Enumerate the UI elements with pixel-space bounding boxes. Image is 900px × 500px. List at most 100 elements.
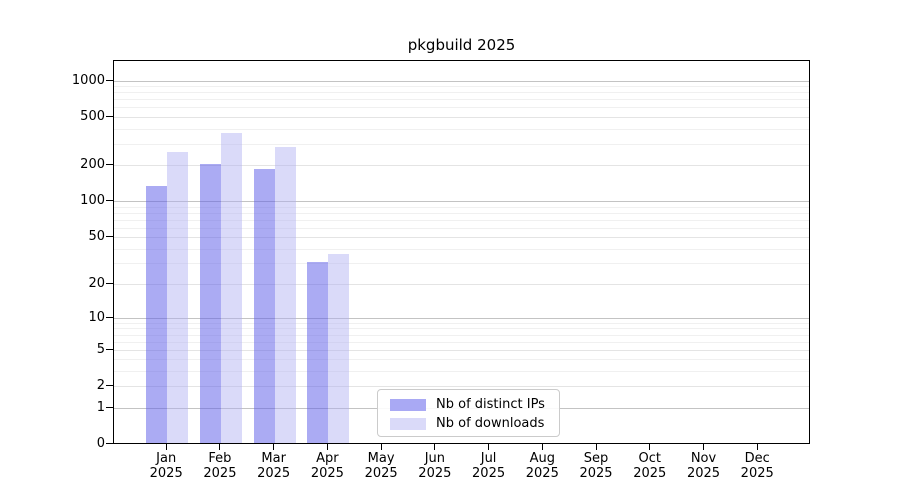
month-label: Jul	[480, 451, 497, 466]
year-label: 2025	[203, 466, 237, 481]
x-tick-mark	[165, 444, 167, 450]
gridline-minor	[114, 107, 809, 109]
gridline-major	[114, 237, 809, 239]
x-tick-mark	[703, 444, 704, 450]
year-label: 2025	[364, 466, 398, 481]
gridline-minor	[114, 341, 809, 343]
year-label: 2025	[525, 466, 559, 481]
year-label: 2025	[310, 466, 344, 481]
gridline-minor	[114, 227, 809, 229]
legend-label: Nb of distinct IPs	[436, 397, 545, 412]
bar-distinct-ips	[146, 186, 168, 443]
x-tick-mark	[219, 444, 221, 450]
year-label: 2025	[633, 466, 667, 481]
gridline-decade	[114, 201, 809, 203]
y-tick-mark	[106, 443, 113, 444]
x-tick-label-jul: Jul 2025	[457, 451, 521, 481]
gridline-minor	[114, 219, 809, 221]
x-tick-label-jun: Jun 2025	[403, 451, 467, 481]
y-tick-label: 10	[88, 309, 105, 325]
bar-distinct-ips	[199, 163, 221, 443]
gridline-minor	[114, 99, 809, 101]
x-tick-mark	[541, 444, 543, 450]
y-tick-label: 50	[88, 229, 105, 245]
bar-downloads	[220, 132, 242, 443]
gridline-minor	[114, 248, 809, 250]
year-label: 2025	[149, 466, 183, 481]
x-tick-label-jan: Jan 2025	[134, 451, 198, 481]
month-label: Sep	[583, 451, 609, 466]
y-tick-label: 5	[96, 341, 105, 357]
gridline-major	[114, 349, 809, 351]
gridline-major	[114, 165, 809, 167]
y-tick-label: 2	[96, 378, 105, 394]
year-label: 2025	[472, 466, 506, 481]
month-label: Aug	[529, 451, 555, 466]
gridline-major	[114, 283, 809, 285]
x-tick-mark	[273, 444, 275, 450]
gridline-minor	[114, 328, 809, 330]
y-tick-label: 100	[80, 193, 105, 209]
y-tick-mark	[106, 348, 113, 350]
bar-distinct-ips	[307, 261, 329, 443]
x-tick-label-mar: Mar 2025	[242, 451, 306, 481]
y-tick-mark	[106, 79, 113, 81]
y-tick-mark	[106, 236, 113, 238]
gridline-decade	[114, 317, 809, 319]
gridline-minor	[114, 92, 809, 94]
y-tick-mark	[106, 164, 113, 166]
chart-title: pkgbuild 2025	[407, 36, 516, 54]
y-tick-label: 1	[96, 399, 105, 415]
month-label: Apr	[316, 451, 339, 466]
x-tick-mark	[380, 444, 382, 450]
x-tick-label-sep: Sep 2025	[564, 451, 628, 481]
gridline-minor	[114, 86, 809, 88]
gridline-decade	[114, 80, 809, 82]
legend-item: Nb of distinct IPs	[390, 395, 559, 414]
x-tick-label-nov: Nov 2025	[672, 451, 736, 481]
y-tick-label: 1000	[71, 72, 105, 88]
gridline-minor	[114, 334, 809, 336]
legend-swatch	[390, 398, 426, 411]
y-tick-label: 0	[96, 436, 105, 451]
x-tick-label-feb: Feb 2025	[188, 451, 252, 481]
legend-swatch	[390, 417, 426, 430]
x-tick-label-may: May 2025	[349, 451, 413, 481]
legend-label: Nb of downloads	[436, 416, 545, 431]
x-tick-mark	[488, 444, 490, 450]
y-tick-label: 200	[80, 157, 105, 173]
year-label: 2025	[740, 466, 774, 481]
y-tick-label: 500	[80, 109, 105, 124]
legend: Nb of distinct IPs Nb of downloads	[377, 389, 560, 437]
x-tick-label-aug: Aug 2025	[510, 451, 574, 481]
bar-distinct-ips	[253, 169, 275, 443]
month-label: Jun	[424, 451, 445, 466]
bar-downloads	[328, 254, 350, 443]
gridline-minor	[114, 212, 809, 214]
month-label: Feb	[208, 451, 232, 466]
gridline-major	[114, 386, 809, 388]
month-label: Jan	[156, 451, 177, 466]
y-tick-mark	[106, 282, 113, 284]
plot-area	[113, 60, 810, 444]
year-label: 2025	[418, 466, 452, 481]
y-tick-mark	[106, 116, 113, 117]
x-tick-label-oct: Oct 2025	[618, 451, 682, 481]
x-tick-label-apr: Apr 2025	[295, 451, 359, 481]
month-label: May	[367, 451, 395, 466]
gridline-minor	[114, 359, 809, 361]
year-label: 2025	[257, 466, 291, 481]
gridline-minor	[114, 143, 809, 145]
x-tick-mark	[756, 444, 758, 450]
bar-downloads	[167, 151, 189, 443]
month-label: Nov	[690, 451, 717, 466]
month-label: Mar	[261, 451, 286, 466]
x-tick-mark	[434, 444, 436, 450]
month-label: Oct	[638, 451, 661, 466]
month-label: Dec	[744, 451, 770, 466]
gridline-minor	[114, 263, 809, 265]
x-tick-mark	[649, 444, 651, 450]
legend-item: Nb of downloads	[390, 414, 559, 433]
year-label: 2025	[579, 466, 613, 481]
